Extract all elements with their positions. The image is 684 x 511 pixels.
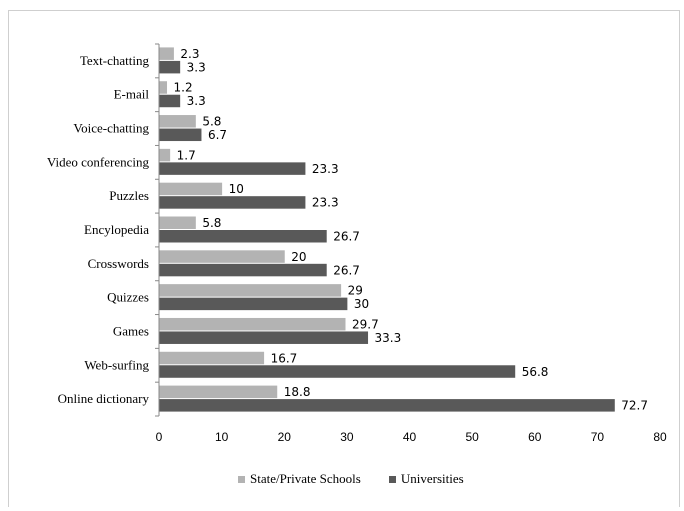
legend: State/Private Schools Universities	[238, 471, 492, 487]
bar-universities	[159, 263, 327, 277]
legend-item-universities: Universities	[388, 471, 464, 487]
bar-state-private-schools	[159, 115, 196, 128]
chart-frame	[8, 10, 680, 507]
category-label: Voice-chatting	[73, 121, 149, 136]
legend-swatch-universities	[388, 475, 396, 483]
x-tick-label: 70	[591, 430, 605, 444]
x-tick-label: 30	[340, 430, 354, 444]
x-tick-label: 50	[465, 430, 479, 444]
legend-item-state: State/Private Schools	[238, 471, 361, 487]
bar-state-private-schools	[159, 216, 196, 229]
x-tick-label: 60	[528, 430, 542, 444]
legend-swatch-state	[238, 475, 245, 483]
data-label-universities: 23.3	[312, 162, 339, 176]
data-label-universities: 6.7	[208, 128, 227, 142]
x-tick-label: 0	[156, 430, 163, 444]
bar-state-private-schools	[159, 284, 342, 297]
legend-label-universities: Universities	[400, 471, 464, 486]
data-label-universities: 3.3	[187, 60, 206, 74]
bar-universities	[159, 162, 306, 175]
bar-state-private-schools	[159, 385, 278, 399]
bar-universities	[159, 60, 181, 74]
data-label-state: 5.8	[202, 216, 221, 230]
data-label-universities: 26.7	[333, 230, 360, 244]
legend-label-state: State/Private Schools	[250, 471, 361, 486]
data-label-universities: 3.3	[187, 94, 206, 108]
x-tick-label: 20	[278, 430, 292, 444]
bar-state-private-schools	[159, 351, 265, 365]
category-label: Games	[113, 323, 149, 338]
data-label-state: 10	[229, 182, 244, 196]
bar-universities	[159, 399, 615, 412]
category-label: Web-surfing	[84, 357, 149, 372]
bar-universities	[159, 331, 369, 344]
data-label-state: 1.2	[174, 81, 193, 95]
data-label-universities: 30	[354, 297, 369, 311]
data-label-universities: 56.8	[522, 365, 549, 379]
category-label: E-mail	[114, 87, 150, 102]
data-label-universities: 26.7	[333, 263, 360, 277]
bar-state-private-schools	[159, 250, 285, 263]
data-label-universities: 33.3	[375, 331, 402, 345]
bar-universities	[159, 196, 306, 209]
bar-state-private-schools	[159, 317, 346, 331]
data-label-state: 29	[348, 284, 363, 298]
data-label-universities: 23.3	[312, 196, 339, 210]
category-label: Puzzles	[109, 188, 149, 203]
x-tick-label: 10	[215, 430, 229, 444]
bar-state-private-schools	[159, 47, 174, 60]
data-label-state: 18.8	[284, 385, 311, 399]
x-tick-label: 40	[403, 430, 417, 444]
category-label: Encylopedia	[84, 222, 149, 237]
data-label-universities: 72.7	[621, 399, 648, 413]
data-label-state: 16.7	[271, 351, 298, 365]
data-label-state: 5.8	[202, 115, 221, 129]
bar-universities	[159, 128, 202, 142]
data-label-state: 29.7	[352, 317, 379, 331]
data-label-state: 2.3	[180, 47, 199, 61]
category-label: Video conferencing	[47, 154, 150, 169]
bar-state-private-schools	[159, 81, 168, 94]
category-label: Online dictionary	[58, 391, 150, 406]
category-label: Text-chatting	[80, 53, 150, 68]
bar-state-private-schools	[159, 148, 171, 162]
data-label-state: 1.7	[177, 148, 196, 162]
category-label: Crosswords	[88, 256, 149, 271]
bar-universities	[159, 365, 516, 378]
bar-universities	[159, 230, 327, 243]
bar-universities	[159, 94, 181, 108]
data-label-state: 20	[291, 250, 306, 264]
x-tick-label: 80	[653, 430, 667, 444]
bar-state-private-schools	[159, 182, 223, 196]
bar-universities	[159, 297, 348, 311]
category-label: Quizzes	[107, 290, 149, 305]
